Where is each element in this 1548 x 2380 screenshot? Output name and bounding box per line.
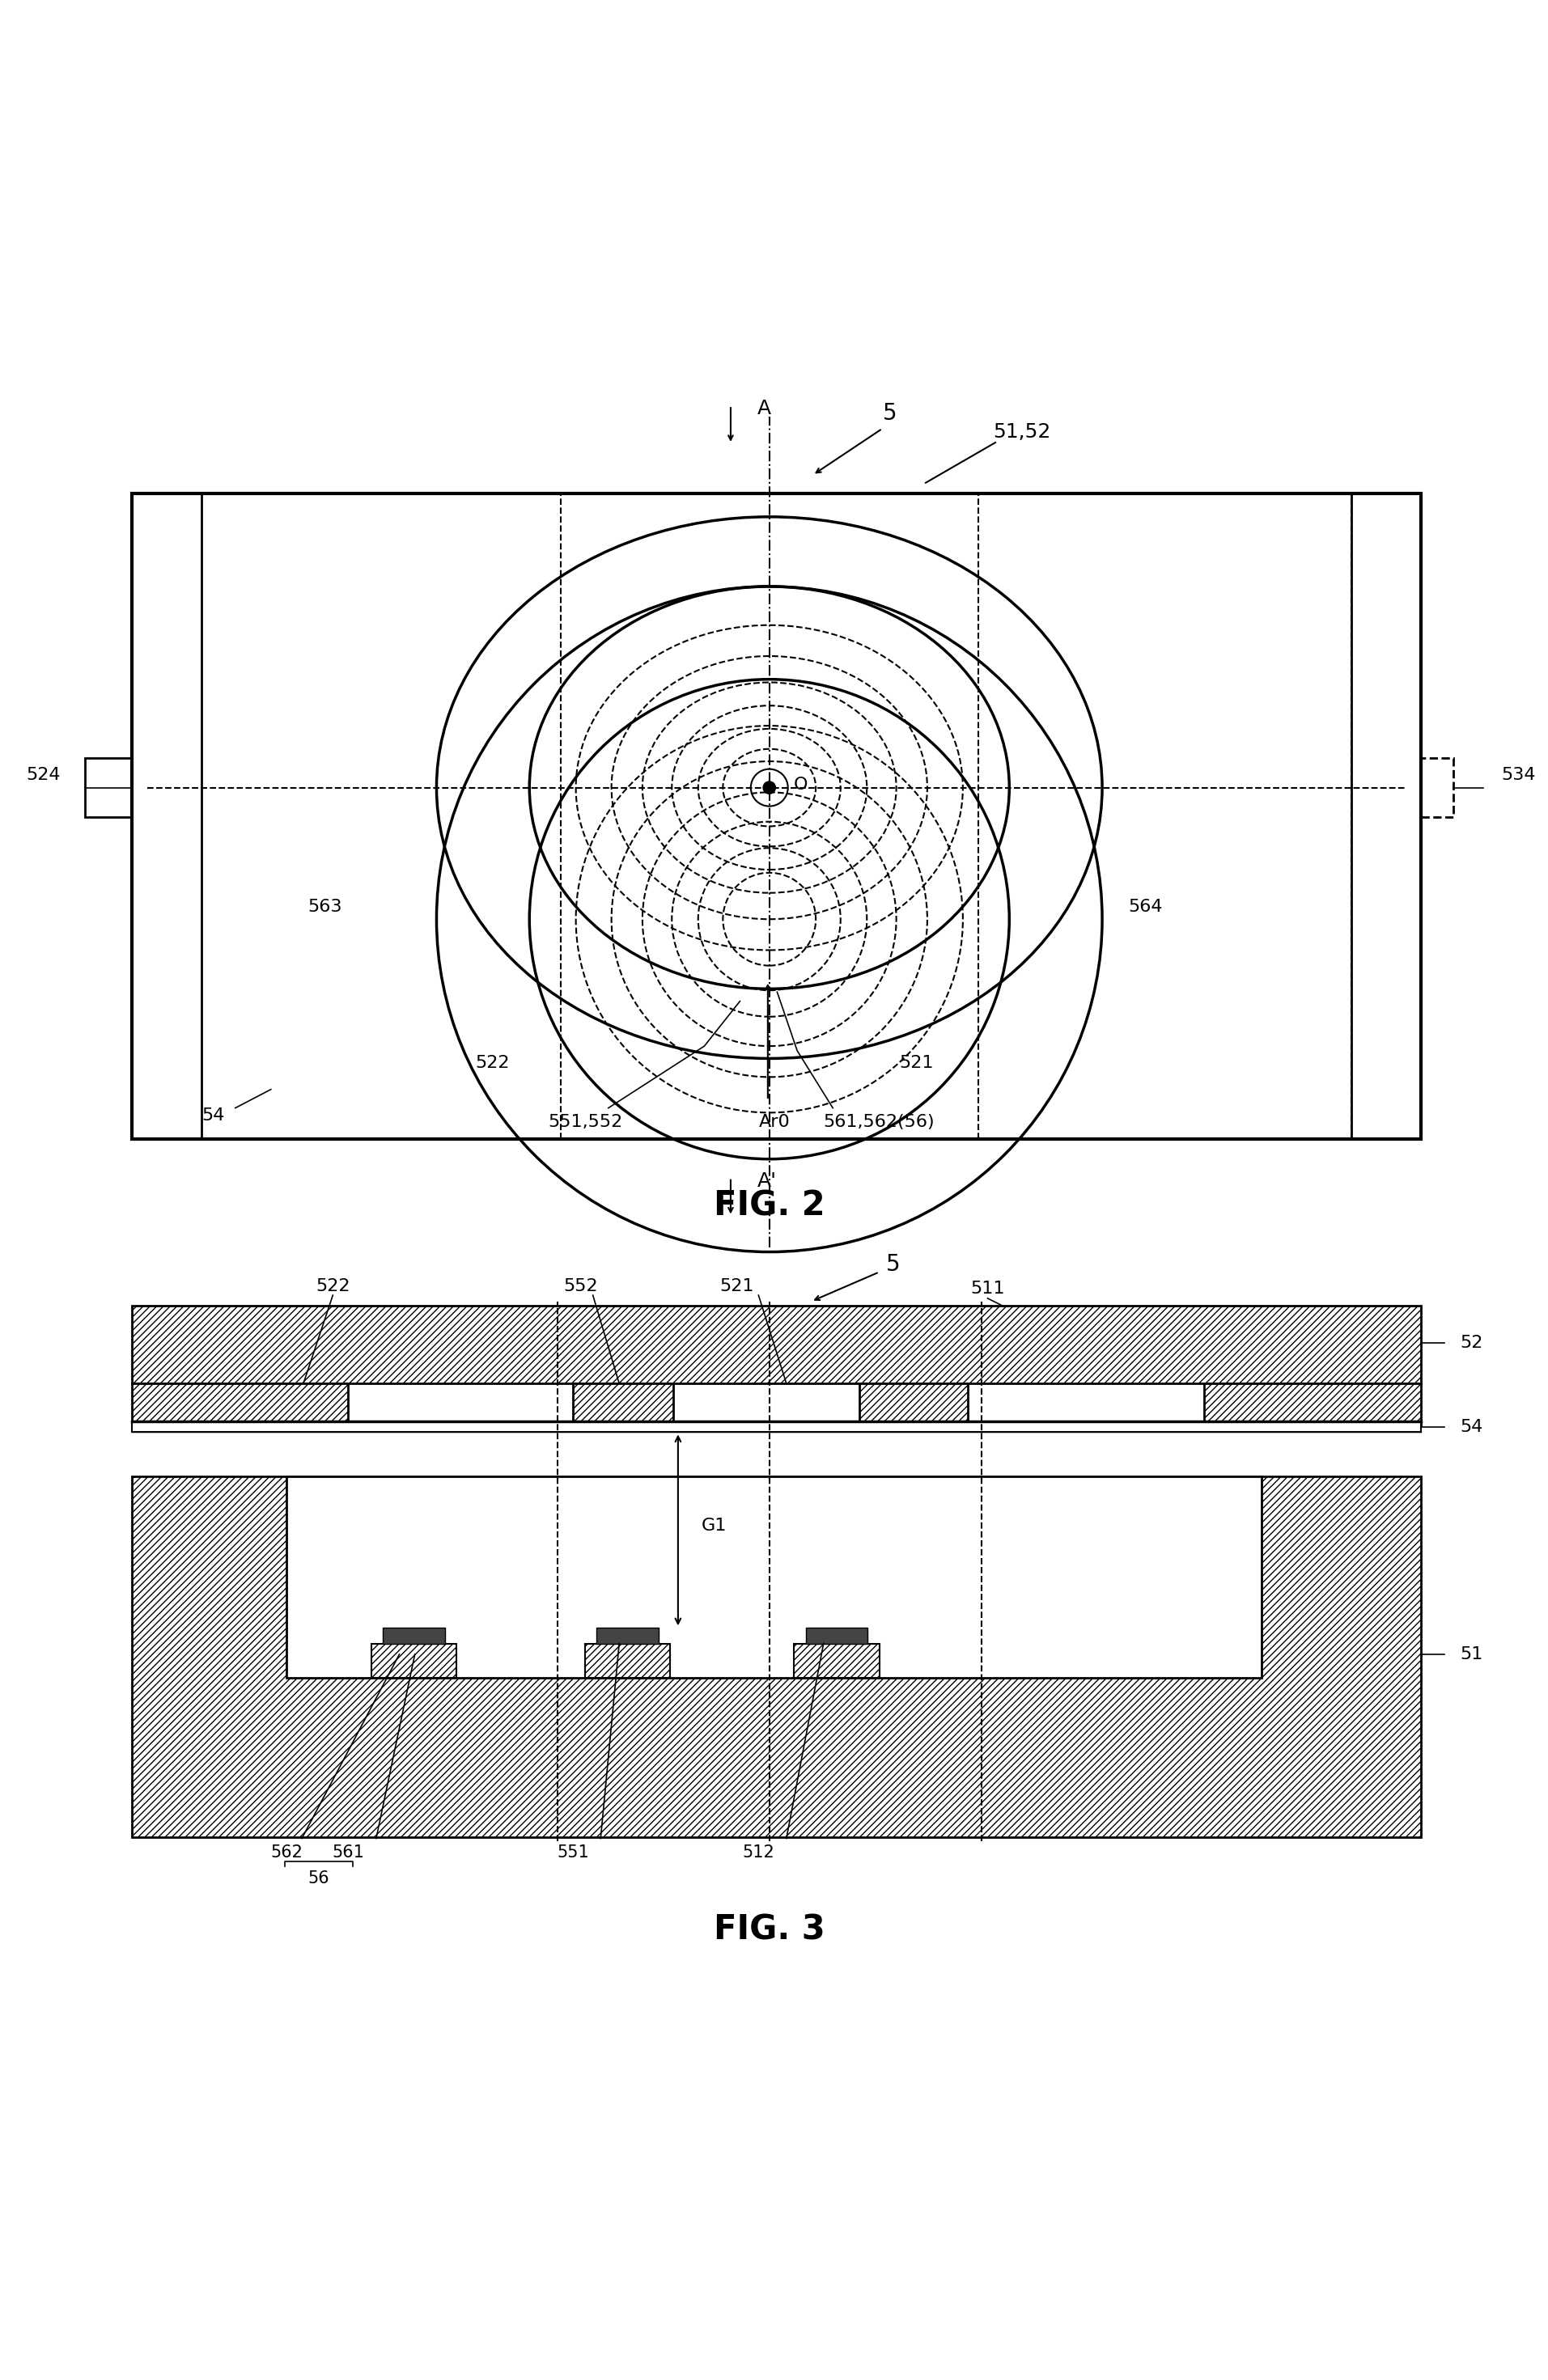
Bar [1421, 759, 1454, 816]
Bar [382, 1628, 446, 1645]
Bar [794, 1645, 879, 1678]
Circle shape [763, 781, 776, 795]
Bar [573, 1383, 673, 1426]
Bar [132, 1476, 1421, 1837]
Text: O: O [793, 776, 808, 793]
Text: 552: 552 [563, 1278, 598, 1295]
Text: 522: 522 [475, 1054, 509, 1071]
Text: 551,552: 551,552 [548, 1114, 622, 1130]
Bar [859, 1383, 968, 1426]
Text: 511: 511 [971, 1280, 1005, 1297]
Text: FIG. 3: FIG. 3 [714, 1914, 825, 1947]
Bar [132, 1421, 1421, 1433]
Bar [372, 1645, 457, 1678]
Text: 561: 561 [333, 1844, 364, 1861]
Text: 564: 564 [1128, 900, 1163, 914]
Text: 521: 521 [720, 1278, 754, 1295]
Bar [85, 759, 132, 816]
Text: 521: 521 [899, 1054, 933, 1071]
Text: 561,562(56): 561,562(56) [824, 1114, 935, 1130]
Text: 51,52: 51,52 [992, 421, 1051, 440]
Text: 51: 51 [1460, 1647, 1483, 1661]
Text: 54: 54 [1460, 1418, 1483, 1435]
Bar [132, 1307, 1421, 1383]
Text: 52: 52 [1460, 1335, 1483, 1352]
Text: 563: 563 [308, 900, 342, 914]
Bar [805, 1628, 867, 1645]
Text: 534: 534 [1502, 766, 1536, 783]
Bar [598, 1628, 659, 1645]
Bar [132, 1383, 348, 1426]
Text: A': A' [757, 1171, 777, 1190]
Text: 551: 551 [557, 1844, 588, 1861]
Text: 56: 56 [308, 1871, 330, 1887]
Bar [286, 1476, 1262, 1678]
Text: 54: 54 [203, 1107, 224, 1123]
Text: 562: 562 [271, 1844, 302, 1861]
Text: 524: 524 [26, 766, 60, 783]
Text: 5: 5 [882, 402, 898, 424]
Text: 512: 512 [743, 1844, 774, 1861]
Text: A: A [757, 400, 771, 419]
Text: FIG. 2: FIG. 2 [714, 1188, 825, 1223]
Bar [585, 1645, 670, 1678]
Bar [1204, 1383, 1421, 1426]
Text: 522: 522 [316, 1278, 350, 1295]
Text: G1: G1 [701, 1518, 726, 1533]
Text: 5: 5 [885, 1252, 901, 1276]
Text: Ar0: Ar0 [759, 1114, 789, 1130]
